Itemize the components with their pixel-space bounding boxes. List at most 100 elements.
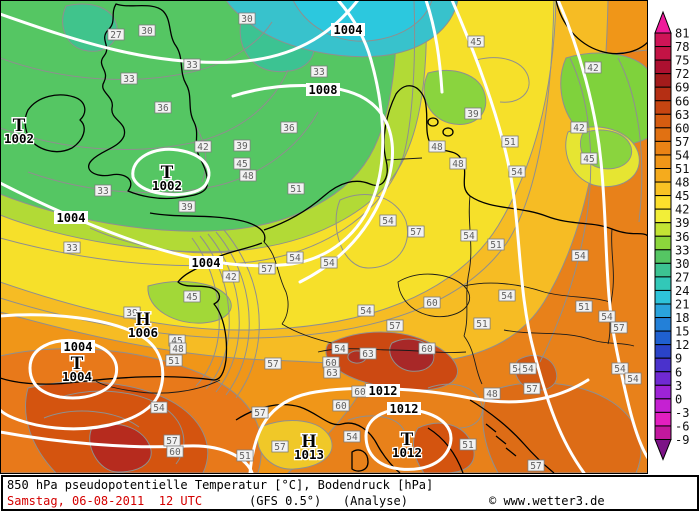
svg-text:51: 51 xyxy=(504,137,516,148)
svg-text:54: 54 xyxy=(627,374,639,385)
colorbar-segment xyxy=(655,128,671,142)
svg-text:57: 57 xyxy=(166,436,177,447)
svg-text:30: 30 xyxy=(141,26,153,37)
temp-contour-label: 42 xyxy=(223,271,239,283)
colorbar-segment xyxy=(655,169,671,183)
svg-text:57: 57 xyxy=(410,227,421,238)
colorbar-tick-label: 27 xyxy=(675,270,689,284)
colorbar-tick-label: 30 xyxy=(675,257,689,271)
svg-text:54: 54 xyxy=(501,291,513,302)
colorbar-segment xyxy=(655,318,671,332)
colorbar-tick-label: 63 xyxy=(675,108,689,122)
svg-text:57: 57 xyxy=(267,359,278,370)
svg-text:63: 63 xyxy=(362,349,373,360)
colorbar-segment xyxy=(655,263,671,277)
colorbar-tick-label: 9 xyxy=(675,352,682,366)
colorbar-tick-label: 72 xyxy=(675,67,689,81)
colorbar-segment xyxy=(655,141,671,155)
temp-contour-label: 45 xyxy=(234,158,250,170)
colorbar-tick-label: 0 xyxy=(675,392,682,406)
svg-text:1002: 1002 xyxy=(4,131,34,146)
pressure-isobar-label: 1008 xyxy=(306,83,340,97)
svg-text:27: 27 xyxy=(110,30,121,41)
temp-contour-label: 60 xyxy=(333,400,349,412)
svg-text:54: 54 xyxy=(334,344,346,355)
pressure-isobar-label: 1012 xyxy=(387,402,421,416)
temp-contour-label: 63 xyxy=(324,367,340,379)
temp-contour-label: 33 xyxy=(184,59,200,71)
info-footer: 850 hPa pseudopotentielle Temperatur [°C… xyxy=(1,475,699,511)
temp-contour-label: 51 xyxy=(576,301,592,313)
colorbar-tick-label: 60 xyxy=(675,121,689,135)
svg-text:63: 63 xyxy=(326,368,337,379)
svg-text:1004: 1004 xyxy=(57,211,86,225)
svg-text:1004: 1004 xyxy=(334,23,363,37)
svg-text:57: 57 xyxy=(526,384,537,395)
colorbar-segment xyxy=(655,385,671,399)
svg-text:54: 54 xyxy=(153,403,165,414)
temp-contour-label: 57 xyxy=(259,263,275,275)
svg-text:1004: 1004 xyxy=(192,256,221,270)
svg-text:60: 60 xyxy=(354,387,366,398)
colorbar-tick-label: -3 xyxy=(675,406,689,420)
temp-contour-label: 54 xyxy=(151,402,167,414)
colorbar-tick-label: 39 xyxy=(675,216,689,230)
pressure-isobar-label: 1004 xyxy=(61,340,95,354)
svg-text:54: 54 xyxy=(346,432,358,443)
temp-contour-label: 51 xyxy=(488,239,504,251)
temp-contour-label: 54 xyxy=(332,343,348,355)
colorbar-arrow-top xyxy=(655,12,671,33)
temp-contour-label: 57 xyxy=(611,322,627,334)
temp-contour-label: 63 xyxy=(360,348,376,360)
svg-text:1013: 1013 xyxy=(294,447,324,462)
temp-contour-label: 57 xyxy=(272,441,288,453)
colorbar-tick-label: 36 xyxy=(675,230,689,244)
temp-contour-label: 54 xyxy=(287,252,303,264)
colorbar-segment xyxy=(655,345,671,359)
svg-text:42: 42 xyxy=(587,63,598,74)
svg-text:51: 51 xyxy=(239,451,251,462)
temp-contour-label: 48 xyxy=(450,158,466,170)
colorbar-tick-label: 33 xyxy=(675,243,689,257)
colorbar-segment xyxy=(655,209,671,223)
svg-text:54: 54 xyxy=(522,364,534,375)
svg-text:57: 57 xyxy=(274,442,285,453)
colorbar-tick-label: 54 xyxy=(675,148,689,162)
svg-text:42: 42 xyxy=(197,142,208,153)
temp-contour-label: 33 xyxy=(311,66,327,78)
temp-contour-label: 60 xyxy=(167,446,183,458)
svg-text:60: 60 xyxy=(335,401,347,412)
temp-contour-label: 54 xyxy=(599,311,615,323)
colorbar-segment xyxy=(655,277,671,291)
svg-text:39: 39 xyxy=(236,141,248,152)
svg-text:42: 42 xyxy=(573,123,584,134)
svg-text:30: 30 xyxy=(241,14,253,25)
svg-text:36: 36 xyxy=(157,103,169,114)
temp-contour-label: 54 xyxy=(358,305,374,317)
svg-text:54: 54 xyxy=(614,364,626,375)
svg-text:1002: 1002 xyxy=(152,178,182,193)
temp-contour-label: 51 xyxy=(166,355,182,367)
temp-contour-label: 54 xyxy=(461,230,477,242)
temp-contour-label: 51 xyxy=(237,450,253,462)
colorbar-segment xyxy=(655,290,671,304)
temp-contour-label: 54 xyxy=(509,166,525,178)
svg-text:51: 51 xyxy=(578,302,590,313)
temp-contour-label: 39 xyxy=(179,201,195,213)
colorbar-segment xyxy=(655,223,671,237)
svg-text:48: 48 xyxy=(242,171,254,182)
colorbar-segment xyxy=(655,236,671,250)
colorbar-tick-label: 78 xyxy=(675,40,689,54)
pressure-isobar-label: 1004 xyxy=(54,211,88,225)
svg-text:33: 33 xyxy=(186,60,197,71)
svg-text:51: 51 xyxy=(490,240,502,251)
temp-contour-label: 54 xyxy=(499,290,515,302)
temp-contour-label: 48 xyxy=(429,141,445,153)
colorbar-tick-label: 57 xyxy=(675,135,689,149)
colorbar-tick-label: 51 xyxy=(675,162,689,176)
temp-contour-label: 42 xyxy=(571,122,587,134)
colorbar-tick-label: 12 xyxy=(675,338,689,352)
svg-text:57: 57 xyxy=(530,461,541,472)
colorbar-segment xyxy=(655,182,671,196)
svg-text:51: 51 xyxy=(462,440,474,451)
